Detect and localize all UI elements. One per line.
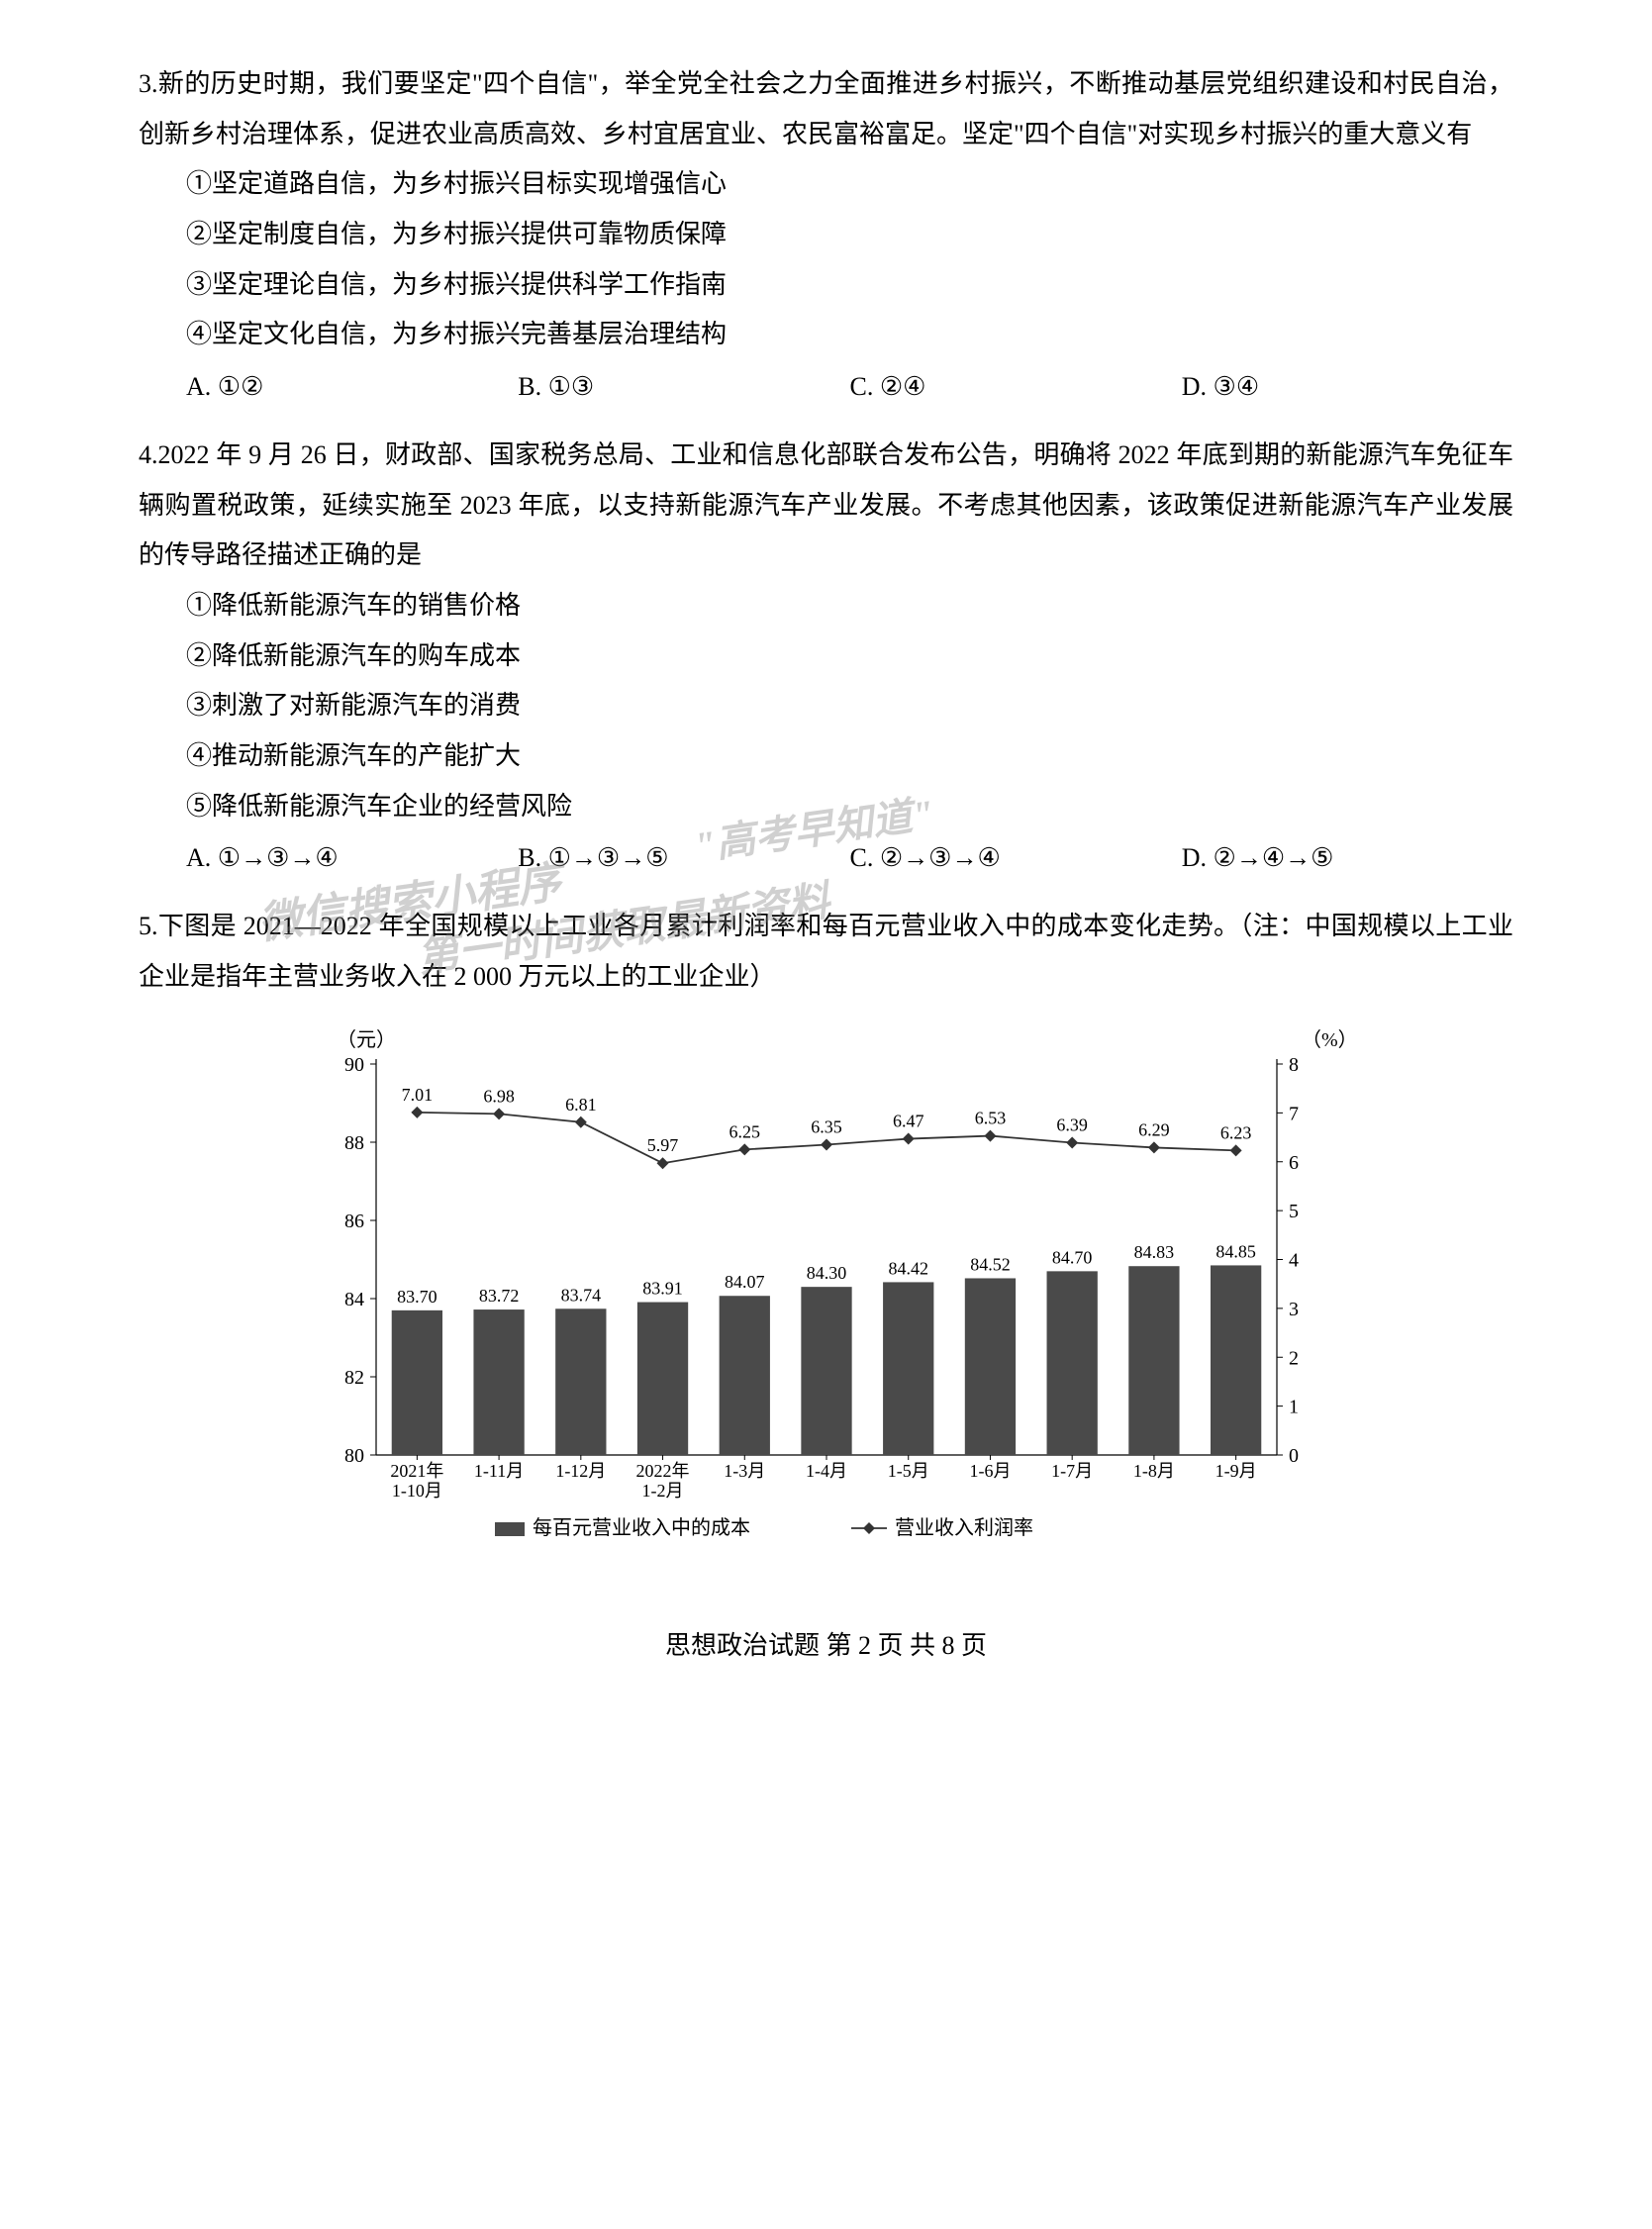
question-stem: 2022 年 9 月 26 日，财政部、国家税务总局、工业和信息化部联合发布公告… — [139, 440, 1513, 569]
svg-text:83.91: 83.91 — [642, 1279, 683, 1299]
svg-text:2: 2 — [1289, 1348, 1299, 1370]
question-stem: 新的历史时期，我们要坚定"四个自信"，举全党全社会之力全面推进乡村振兴，不断推动… — [139, 69, 1513, 148]
question-3: 3.新的历史时期，我们要坚定"四个自信"，举全党全社会之力全面推进乡村振兴，不断… — [139, 59, 1513, 413]
item-5: ⑤降低新能源汽车企业的经营风险 — [139, 782, 1513, 832]
option-b: B. ①③ — [518, 362, 849, 413]
svg-text:8: 8 — [1289, 1054, 1299, 1076]
svg-text:1-8月: 1-8月 — [1132, 1461, 1174, 1481]
svg-text:5: 5 — [1289, 1202, 1299, 1223]
item-3: ③刺激了对新能源汽车的消费 — [139, 681, 1513, 731]
answer-options: A. ①→③→④ B. ①→③→⑤ C. ②→③→④ D. ②→④→⑤ — [139, 833, 1513, 884]
svg-text:1: 1 — [1289, 1397, 1299, 1418]
svg-text:7: 7 — [1289, 1104, 1299, 1125]
svg-text:1-7月: 1-7月 — [1051, 1461, 1093, 1481]
svg-text:84.42: 84.42 — [888, 1259, 928, 1279]
answer-options: A. ①② B. ①③ C. ②④ D. ③④ — [139, 362, 1513, 413]
svg-text:80: 80 — [344, 1445, 364, 1467]
svg-text:1-5月: 1-5月 — [887, 1461, 928, 1481]
item-3: ③坚定理论自信，为乡村振兴提供科学工作指南 — [139, 260, 1513, 311]
svg-text:83.72: 83.72 — [478, 1286, 519, 1306]
option-a: A. ①→③→④ — [186, 833, 518, 884]
svg-text:90: 90 — [344, 1054, 364, 1076]
svg-text:83.70: 83.70 — [397, 1287, 437, 1307]
svg-text:1-3月: 1-3月 — [724, 1461, 765, 1481]
svg-text:营业收入利润率: 营业收入利润率 — [895, 1516, 1033, 1539]
question-number: 5. — [139, 912, 158, 940]
svg-text:84.30: 84.30 — [806, 1264, 846, 1284]
svg-text:6.35: 6.35 — [811, 1117, 842, 1137]
svg-text:84.07: 84.07 — [725, 1273, 765, 1293]
svg-text:84.83: 84.83 — [1133, 1243, 1174, 1263]
svg-text:6.47: 6.47 — [892, 1112, 923, 1131]
chart-container: （元）（%）80828486889001234567883.702021年1-1… — [307, 1019, 1346, 1592]
question-5: 5.下图是 2021—2022 年全国规模以上工业各月累计利润率和每百元营业收入… — [139, 902, 1513, 1002]
svg-text:6.25: 6.25 — [729, 1122, 760, 1142]
svg-text:1-2月: 1-2月 — [641, 1481, 683, 1501]
option-c: C. ②→③→④ — [850, 833, 1182, 884]
svg-text:4: 4 — [1289, 1250, 1299, 1272]
svg-text:6.98: 6.98 — [483, 1087, 515, 1107]
svg-text:6.23: 6.23 — [1219, 1123, 1251, 1143]
svg-text:6.29: 6.29 — [1138, 1120, 1170, 1140]
question-number: 3. — [139, 69, 158, 98]
svg-text:1-4月: 1-4月 — [806, 1461, 847, 1481]
svg-text:6.81: 6.81 — [565, 1095, 597, 1114]
svg-text:5.97: 5.97 — [646, 1136, 678, 1156]
svg-text:86: 86 — [344, 1211, 364, 1232]
question-text: 4.2022 年 9 月 26 日，财政部、国家税务总局、工业和信息化部联合发布… — [139, 431, 1513, 581]
svg-text:每百元营业收入中的成本: 每百元营业收入中的成本 — [533, 1516, 750, 1539]
svg-text:6.39: 6.39 — [1056, 1115, 1088, 1135]
svg-text:3: 3 — [1289, 1299, 1299, 1320]
svg-text:2022年: 2022年 — [635, 1461, 689, 1481]
item-4: ④推动新能源汽车的产能扩大 — [139, 731, 1513, 782]
svg-text:（%）: （%） — [1302, 1028, 1346, 1051]
option-d: D. ③④ — [1182, 362, 1513, 413]
option-b: B. ①→③→⑤ — [518, 833, 849, 884]
question-4: 4.2022 年 9 月 26 日，财政部、国家税务总局、工业和信息化部联合发布… — [139, 431, 1513, 884]
svg-text:82: 82 — [344, 1367, 364, 1389]
svg-text:84: 84 — [344, 1289, 364, 1310]
svg-text:6: 6 — [1289, 1152, 1299, 1174]
svg-text:1-10月: 1-10月 — [391, 1481, 441, 1501]
svg-text:7.01: 7.01 — [401, 1085, 433, 1105]
svg-text:84.70: 84.70 — [1051, 1248, 1092, 1268]
question-text: 5.下图是 2021—2022 年全国规模以上工业各月累计利润率和每百元营业收入… — [139, 902, 1513, 1002]
svg-text:1-12月: 1-12月 — [555, 1461, 606, 1481]
svg-text:1-9月: 1-9月 — [1215, 1461, 1256, 1481]
question-stem: 下图是 2021—2022 年全国规模以上工业各月累计利润率和每百元营业收入中的… — [139, 912, 1513, 991]
option-d: D. ②→④→⑤ — [1182, 833, 1513, 884]
item-4: ④坚定文化自信，为乡村振兴完善基层治理结构 — [139, 310, 1513, 360]
item-1: ①坚定道路自信，为乡村振兴目标实现增强信心 — [139, 159, 1513, 210]
question-number: 4. — [139, 440, 158, 469]
svg-text:84.85: 84.85 — [1215, 1242, 1256, 1262]
page-footer: 思想政治试题 第 2 页 共 8 页 — [139, 1621, 1513, 1672]
svg-text:1-11月: 1-11月 — [473, 1461, 523, 1481]
item-2: ②降低新能源汽车的购车成本 — [139, 631, 1513, 682]
svg-text:6.53: 6.53 — [974, 1109, 1006, 1128]
svg-text:1-6月: 1-6月 — [969, 1461, 1011, 1481]
svg-text:88: 88 — [344, 1132, 364, 1154]
svg-text:83.74: 83.74 — [560, 1286, 601, 1306]
svg-text:2021年: 2021年 — [390, 1461, 443, 1481]
profit-cost-chart: （元）（%）80828486889001234567883.702021年1-1… — [307, 1019, 1346, 1574]
item-1: ①降低新能源汽车的销售价格 — [139, 581, 1513, 631]
svg-text:84.52: 84.52 — [970, 1255, 1011, 1275]
svg-text:0: 0 — [1289, 1445, 1299, 1467]
question-text: 3.新的历史时期，我们要坚定"四个自信"，举全党全社会之力全面推进乡村振兴，不断… — [139, 59, 1513, 159]
option-a: A. ①② — [186, 362, 518, 413]
svg-text:（元）: （元） — [337, 1028, 396, 1051]
item-2: ②坚定制度自信，为乡村振兴提供可靠物质保障 — [139, 210, 1513, 260]
option-c: C. ②④ — [850, 362, 1182, 413]
